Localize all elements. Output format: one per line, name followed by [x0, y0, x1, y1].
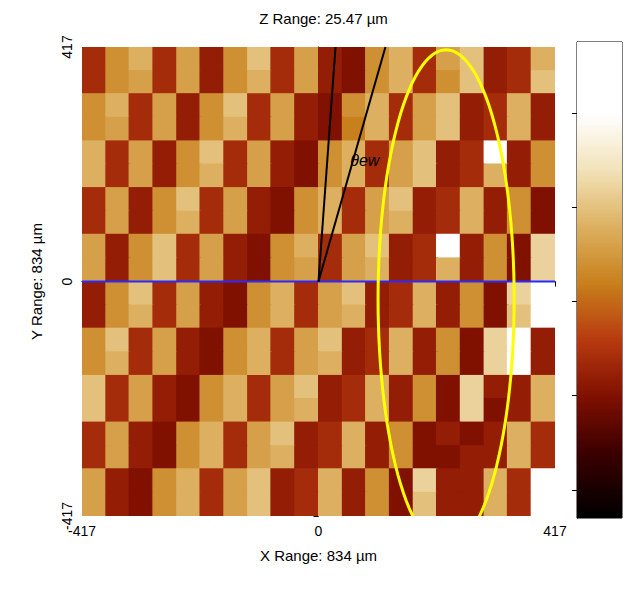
svg-text:-417: -417 [68, 523, 96, 539]
svg-text:Y Range: 834 µm: Y Range: 834 µm [28, 223, 45, 340]
svg-text:θew: θew [350, 152, 381, 169]
svg-text:X Range: 834 µm: X Range: 834 µm [260, 547, 377, 564]
svg-text:0: 0 [59, 277, 75, 285]
svg-text:0: 0 [315, 523, 323, 539]
svg-text:-417: -417 [59, 502, 75, 530]
svg-text:417: 417 [543, 523, 567, 539]
svg-text:Z Range: 25.47 µm: Z Range: 25.47 µm [259, 10, 388, 27]
svg-text:417: 417 [59, 35, 75, 59]
